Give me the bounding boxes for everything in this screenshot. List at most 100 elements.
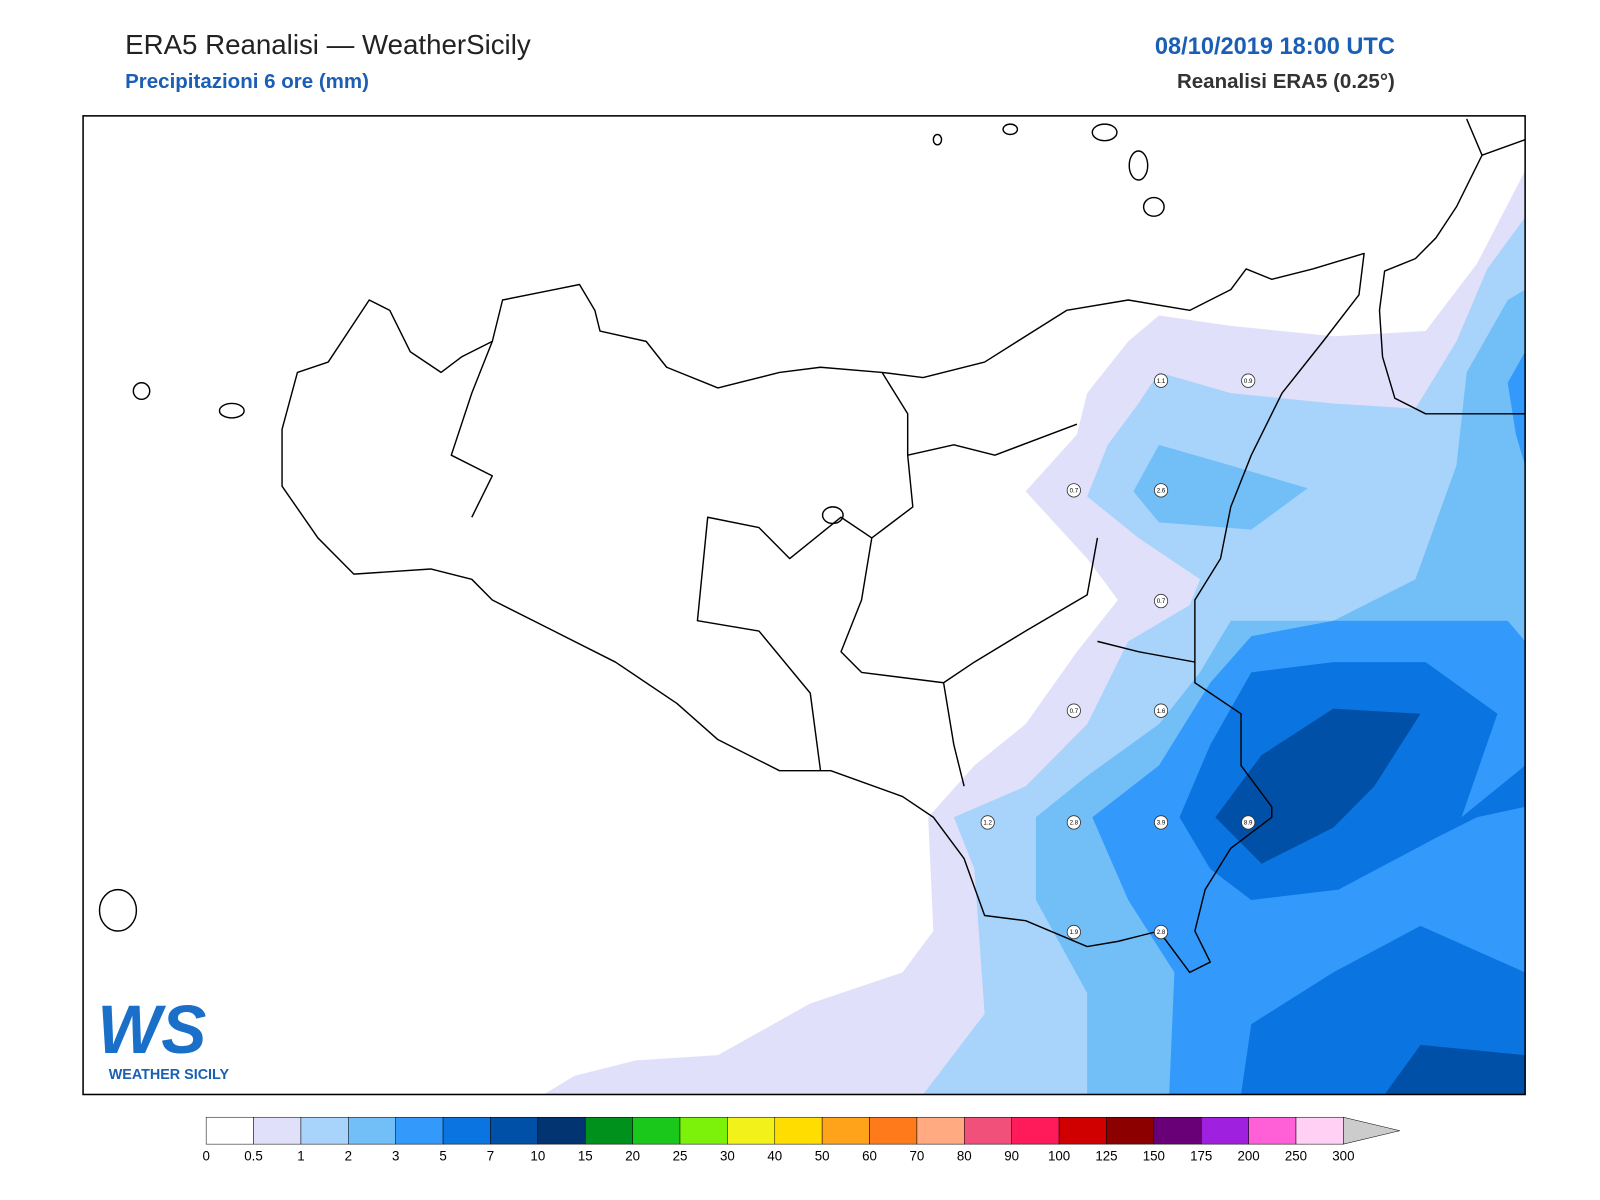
colorbar-tick-label: 0 [202,1149,209,1164]
colorbar-box [679,1116,728,1145]
colorbar-tick-label: 20 [625,1149,640,1164]
colorbar-box [490,1116,539,1145]
island [218,402,245,419]
station-value: 0.9 [1244,378,1253,385]
colorbar-tick-label: 3 [392,1149,399,1164]
colorbar-tick-label: 60 [862,1149,877,1164]
contour [1384,1044,1526,1095]
colorbar-box [205,1116,254,1145]
colorbar-box [253,1116,302,1145]
colorbar-extend [1343,1116,1400,1145]
colorbar-tick-label: 250 [1285,1149,1307,1164]
station-value: 2.8 [1157,929,1166,936]
colorbar-box [821,1116,870,1145]
colorbar-tick-label: 30 [720,1149,735,1164]
colorbar-box [632,1116,681,1145]
colorbar-tick-label: 2 [345,1149,352,1164]
station-value: 0.7 [1070,487,1079,494]
station-marker [1153,924,1169,940]
colorbar: 0 0.5 1 2 3 5 7 10 15 20 25 30 40 50 60 70 80 90 100 125 150… [202,1116,1400,1164]
colorbar-tick-label: 7 [487,1149,494,1164]
contour [1215,708,1421,864]
colorbar-tick-label: 70 [910,1149,925,1164]
station-value: 1.2 [983,819,992,826]
colorbar-tick-label: 300 [1332,1149,1354,1164]
source: Reanalisi ERA5 (0.25°) [1177,70,1395,93]
colorbar-box [964,1116,1012,1145]
colorbar-tick-label: 175 [1190,1149,1212,1164]
station-marker [980,815,995,830]
logo-mark: WS [97,992,206,1068]
colorbar-box [348,1116,396,1145]
station-value: 2.6 [1157,487,1166,494]
colorbar-box [395,1116,444,1145]
colorbar-box [869,1116,918,1145]
station-value: 3.9 [1157,819,1166,826]
station-value: 0.7 [1157,598,1166,605]
station-values: 1.1 0.9 0.7 2.6 0.7 0.7 1.6 1.2 2.8 3.9 8.9 1.9 2.8 [980,373,1256,940]
precipitation-field [543,170,1526,1095]
station-marker [1066,815,1081,830]
sicily-coast [281,252,1365,974]
logo: WS WEATHER SICILY [97,992,229,1083]
colorbar-box [300,1116,349,1145]
colorbar-tick-label: 25 [673,1149,688,1164]
contour [1507,351,1526,466]
colorbar-tick-label: 150 [1143,1149,1165,1164]
colorbar-box [774,1116,823,1145]
station-marker [1241,373,1256,388]
colorbar-tick-label: 40 [767,1149,782,1164]
province-border [450,341,1196,787]
logo-text: WEATHER SICILY [109,1067,230,1083]
colorbar-box [1058,1116,1107,1145]
contour [1133,444,1308,530]
colorbar-box [1153,1116,1202,1145]
colorbar-box [584,1116,633,1145]
colorbar-tick-label: 5 [439,1149,446,1164]
station-value: 1.9 [1070,929,1079,936]
station-value: 8.9 [1244,819,1253,826]
station-marker [1153,703,1169,718]
station-marker [1153,483,1169,498]
station-value: 1.1 [1157,378,1166,385]
station-value: 2.8 [1070,819,1079,826]
colorbar-box [1106,1116,1155,1145]
colorbar-box [1011,1116,1060,1145]
station-marker [1153,373,1169,388]
colorbar-box [1248,1116,1297,1145]
colorbar-box [1200,1116,1249,1145]
calabria-coast [1378,118,1526,415]
station-marker [1241,815,1256,830]
map-frame [82,115,1526,1096]
subtitle: Precipitazioni 6 ore (mm) [125,70,369,93]
colorbar-tick-label: 15 [578,1149,593,1164]
station-value: 0.7 [1070,708,1079,715]
island [1142,196,1165,217]
station-value: 1.6 [1157,708,1166,715]
colorbar-tick-label: 90 [1004,1149,1019,1164]
colorbar-tick-label: 50 [815,1149,830,1164]
station-marker [1153,593,1169,609]
island [132,382,151,401]
colorbar-box [442,1116,491,1145]
colorbar-box [537,1116,586,1145]
island [98,888,138,932]
colorbar-tick-label: 0.5 [244,1149,263,1164]
island [932,133,943,146]
colorbar-tick-label: 10 [530,1149,545,1164]
colorbar-box [727,1116,776,1145]
colorbar-box [1295,1116,1344,1145]
colorbar-tick-label: 1 [297,1149,304,1164]
island [1128,150,1149,181]
colorbar-tick-label: 200 [1237,1149,1259,1164]
island [1091,123,1118,142]
station-marker [1066,924,1081,940]
colorbar-tick-label: 100 [1048,1149,1070,1164]
date: 08/10/2019 18:00 UTC [1155,34,1395,60]
colorbar-box [916,1116,965,1145]
colorbar-tick-label: 80 [957,1149,972,1164]
title: ERA5 Reanalisi — WeatherSicily [125,29,531,60]
colorbar-tick-label: 125 [1095,1149,1117,1164]
